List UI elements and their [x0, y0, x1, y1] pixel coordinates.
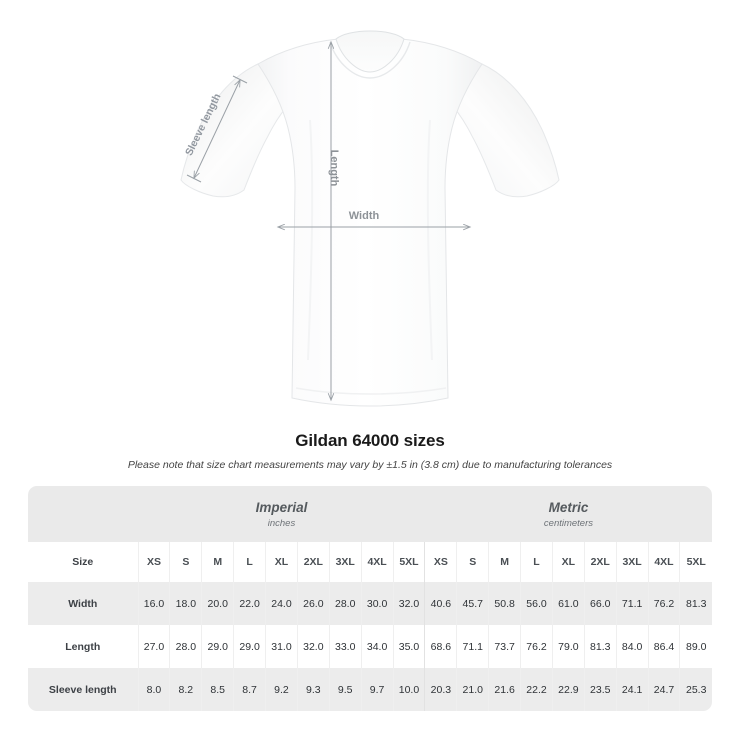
cell-sleeve-imperial-l: 8.7	[233, 668, 266, 711]
cell-width-imperial-m: 20.0	[201, 582, 234, 625]
cell-width-imperial-xl: 24.0	[265, 582, 298, 625]
cell-sleeve-imperial-m: 8.5	[201, 668, 234, 711]
size-header-metric-2xl: 2XL	[583, 542, 617, 582]
cell-width-imperial-3xl: 28.0	[328, 582, 362, 625]
unit-band-spacer	[28, 486, 139, 542]
size-header-metric-5xl: 5XL	[679, 542, 712, 582]
cell-length-imperial-xs: 27.0	[137, 625, 170, 668]
cell-length-imperial-2xl: 32.0	[296, 625, 330, 668]
cell-width-imperial-2xl: 26.0	[296, 582, 330, 625]
cell-length-imperial-s: 28.0	[169, 625, 202, 668]
table-row: Width 16.0 18.0 20.0 22.0 24.0 26.0 28.0…	[28, 582, 712, 625]
chart-heading: Gildan 64000 sizes Please note that size…	[0, 430, 740, 472]
cell-sleeve-metric-xl: 22.9	[551, 668, 585, 711]
cell-width-imperial-4xl: 30.0	[360, 582, 394, 625]
size-header-imperial-l: L	[233, 542, 266, 582]
row-label-length: Length	[28, 625, 139, 668]
size-header-metric-m: M	[488, 542, 521, 582]
cell-length-metric-m: 73.7	[488, 625, 521, 668]
unit-name-metric: Metric	[548, 499, 589, 515]
cell-sleeve-metric-4xl: 24.7	[647, 668, 680, 711]
size-header-imperial-m: M	[201, 542, 234, 582]
row-label-width: Width	[28, 582, 139, 625]
cell-sleeve-imperial-4xl: 9.7	[360, 668, 394, 711]
size-header-label: Size	[28, 542, 139, 582]
page-title: Gildan 64000 sizes	[295, 431, 445, 450]
cell-sleeve-imperial-s: 8.2	[169, 668, 202, 711]
cell-sleeve-imperial-2xl: 9.3	[296, 668, 330, 711]
cell-sleeve-metric-s: 21.0	[456, 668, 489, 711]
cell-width-imperial-5xl: 32.0	[392, 582, 425, 625]
cell-width-metric-2xl: 66.0	[583, 582, 617, 625]
dimension-label-length: Length	[328, 150, 340, 187]
cell-length-imperial-m: 29.0	[201, 625, 234, 668]
cell-width-metric-s: 45.7	[456, 582, 489, 625]
cell-sleeve-metric-3xl: 24.1	[615, 668, 649, 711]
size-header-metric-xl: XL	[551, 542, 585, 582]
cell-length-imperial-5xl: 35.0	[392, 625, 425, 668]
cell-sleeve-imperial-5xl: 10.0	[392, 668, 425, 711]
cell-width-metric-l: 56.0	[520, 582, 553, 625]
cell-length-metric-l: 76.2	[520, 625, 553, 668]
unit-header-metric: Metric centimeters	[424, 486, 712, 542]
dimension-length: Length	[327, 40, 340, 402]
cell-width-metric-4xl: 76.2	[647, 582, 680, 625]
size-header-imperial-xs: XS	[137, 542, 170, 582]
size-header-row: Size XS S M L XL 2XL 3XL 4XL 5XL XS S M …	[28, 542, 712, 582]
cell-length-metric-xs: 68.6	[424, 625, 457, 668]
tolerance-note: Please note that size chart measurements…	[127, 459, 613, 471]
size-header-metric-l: L	[520, 542, 553, 582]
unit-system-header-row: Imperial inches Metric centimeters	[28, 486, 712, 542]
cell-length-imperial-xl: 31.0	[265, 625, 298, 668]
size-header-imperial-4xl: 4XL	[360, 542, 394, 582]
size-header-imperial-s: S	[169, 542, 202, 582]
cell-length-metric-xl: 79.0	[551, 625, 585, 668]
cell-sleeve-imperial-xs: 8.0	[137, 668, 170, 711]
cell-sleeve-metric-m: 21.6	[488, 668, 521, 711]
cell-length-imperial-l: 29.0	[233, 625, 266, 668]
cell-width-imperial-xs: 16.0	[137, 582, 170, 625]
table-row: Length 27.0 28.0 29.0 29.0 31.0 32.0 33.…	[28, 625, 712, 668]
cell-width-imperial-s: 18.0	[169, 582, 202, 625]
size-header-metric-3xl: 3XL	[615, 542, 649, 582]
cell-width-metric-5xl: 81.3	[679, 582, 712, 625]
unit-name-imperial: Imperial	[255, 499, 308, 515]
cell-length-metric-2xl: 81.3	[583, 625, 617, 668]
cell-sleeve-metric-l: 22.2	[520, 668, 553, 711]
cell-width-metric-m: 50.8	[488, 582, 521, 625]
size-chart-table-container: Imperial inches Metric centimeters Size …	[28, 486, 712, 711]
unit-sub-imperial: inches	[267, 517, 296, 529]
cell-sleeve-metric-xs: 20.3	[424, 668, 457, 711]
unit-header-imperial: Imperial inches	[138, 486, 425, 542]
cell-width-metric-3xl: 71.1	[615, 582, 649, 625]
cell-sleeve-metric-5xl: 25.3	[679, 668, 712, 711]
cell-length-metric-4xl: 86.4	[647, 625, 680, 668]
cell-length-metric-3xl: 84.0	[615, 625, 649, 668]
tshirt-garment	[180, 30, 560, 407]
cell-width-metric-xs: 40.6	[424, 582, 457, 625]
size-header-metric-xs: XS	[424, 542, 457, 582]
cell-length-metric-5xl: 89.0	[679, 625, 712, 668]
cell-sleeve-imperial-xl: 9.2	[265, 668, 298, 711]
size-chart-table: Imperial inches Metric centimeters Size …	[28, 486, 712, 711]
cell-length-imperial-4xl: 34.0	[360, 625, 394, 668]
cell-length-metric-s: 71.1	[456, 625, 489, 668]
size-header-metric-s: S	[456, 542, 489, 582]
size-header-imperial-2xl: 2XL	[296, 542, 330, 582]
tshirt-illustration: Length Width Sleeve length	[180, 30, 560, 407]
unit-sub-metric: centimeters	[543, 517, 594, 529]
cell-width-imperial-l: 22.0	[233, 582, 266, 625]
size-header-imperial-xl: XL	[265, 542, 298, 582]
cell-sleeve-imperial-3xl: 9.5	[328, 668, 362, 711]
size-header-imperial-5xl: 5XL	[392, 542, 425, 582]
dimension-width: Width	[276, 210, 472, 231]
size-header-metric-4xl: 4XL	[647, 542, 680, 582]
dimension-label-width: Width	[349, 210, 380, 222]
cell-length-imperial-3xl: 33.0	[328, 625, 362, 668]
cell-width-metric-xl: 61.0	[551, 582, 585, 625]
table-row: Sleeve length 8.0 8.2 8.5 8.7 9.2 9.3 9.…	[28, 668, 712, 711]
row-label-sleeve-length: Sleeve length	[28, 668, 139, 711]
size-header-imperial-3xl: 3XL	[328, 542, 362, 582]
cell-sleeve-metric-2xl: 23.5	[583, 668, 617, 711]
